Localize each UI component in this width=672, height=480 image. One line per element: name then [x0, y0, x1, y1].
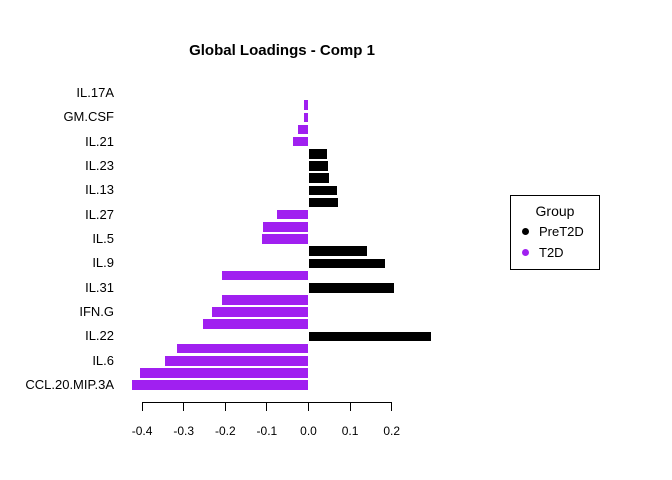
- x-axis-tick-label: -0.2: [214, 424, 236, 438]
- x-axis-tick: [391, 402, 393, 411]
- bar-pret2d-slot6: [308, 161, 329, 171]
- x-axis-tick-label: -0.3: [173, 424, 195, 438]
- legend-item-pret2d: PreT2D: [511, 222, 599, 240]
- legend-label-t2d: T2D: [539, 244, 564, 260]
- bar-t2d-slot2: [303, 112, 309, 123]
- x-axis-tick: [183, 402, 185, 411]
- bar-pret2d-slot20: [308, 331, 431, 342]
- bar-t2d-slot3: [297, 124, 309, 135]
- x-axis-tick-label: 0.1: [341, 424, 359, 438]
- pret2d-dot-icon: [522, 227, 529, 235]
- y-axis-label: IFN.G: [79, 304, 114, 320]
- bar-t2d-slot17: [222, 295, 309, 305]
- bar-t2d-slot24: [132, 380, 309, 390]
- bar-t2d-slot21: [176, 343, 309, 354]
- y-axis-label: IL.27: [85, 206, 114, 222]
- x-axis-tick: [349, 402, 351, 411]
- x-axis-tick: [266, 402, 268, 411]
- y-axis-label: IL.9: [92, 255, 114, 271]
- y-axis-label: IL.13: [85, 182, 114, 198]
- legend-title: Group: [535, 203, 575, 219]
- bar-t2d-slot1: [304, 100, 309, 110]
- y-axis-label: CCL.20.MIP.3A: [25, 377, 114, 393]
- bar-t2d-slot15: [222, 270, 309, 281]
- x-axis-tick-label: 0.2: [383, 424, 401, 438]
- bar-t2d-slot4: [292, 136, 309, 147]
- bar-pret2d-slot8: [308, 185, 337, 196]
- x-axis-tick: [224, 402, 226, 411]
- y-axis-label: IL.22: [85, 328, 114, 344]
- legend-label-pret2d: PreT2D: [539, 223, 584, 239]
- x-axis-tick: [141, 402, 143, 411]
- legend-item-t2d: T2D: [511, 243, 599, 261]
- bar-t2d-slot10: [276, 209, 309, 220]
- bar-t2d-slot19: [202, 319, 309, 330]
- bar-t2d-slot11: [262, 222, 309, 232]
- legend: Group PreT2D T2D: [510, 195, 600, 270]
- y-axis-label: IL.6: [92, 352, 114, 368]
- x-axis-tick-label: -0.1: [256, 424, 278, 438]
- bar-pret2d-slot5: [308, 149, 327, 159]
- y-axis-label: IL.23: [85, 158, 114, 174]
- bar-t2d-slot12: [262, 234, 309, 244]
- y-axis-label: IL.31: [85, 279, 114, 295]
- y-axis-label: IL.5: [92, 231, 114, 247]
- bar-pret2d-slot7: [308, 173, 329, 183]
- chart-title: Global Loadings - Comp 1: [189, 42, 375, 59]
- bar-pret2d-slot14: [308, 258, 386, 269]
- y-axis-label: GM.CSF: [63, 109, 114, 125]
- bar-t2d-slot22: [164, 355, 309, 366]
- bar-t2d-slot23: [139, 368, 309, 378]
- x-axis-tick: [308, 402, 309, 411]
- y-axis-label: IL.17A: [76, 85, 114, 100]
- bar-t2d-slot18: [211, 307, 309, 317]
- bar-pret2d-slot9: [308, 197, 339, 208]
- bar-pret2d-slot16: [308, 282, 395, 293]
- bar-pret2d-slot13: [308, 246, 367, 256]
- t2d-dot-icon: [522, 248, 529, 256]
- y-axis-label: IL.21: [85, 133, 114, 149]
- x-axis-tick-label: 0.0: [300, 424, 317, 438]
- x-axis-tick-label: -0.4: [131, 424, 153, 438]
